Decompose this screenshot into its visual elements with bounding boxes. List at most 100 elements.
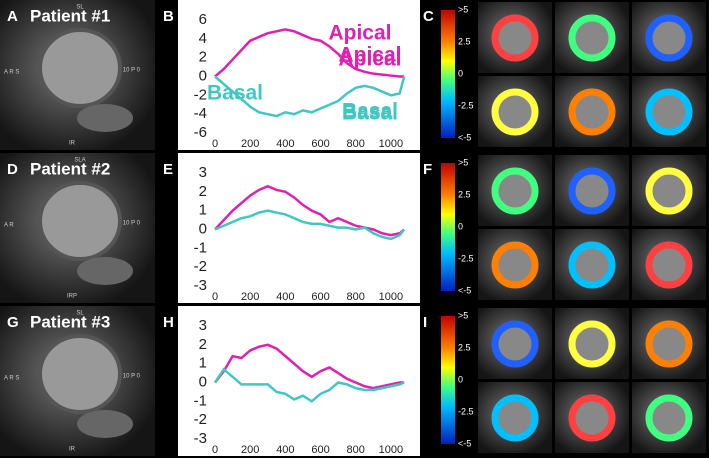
panel-letter: C <box>423 8 434 25</box>
colorbar-label: >5 <box>458 310 468 320</box>
patient-label: Patient #1 <box>30 6 110 25</box>
chart-background <box>178 306 420 456</box>
patient-label: Patient #2 <box>30 159 110 178</box>
x-tick-label: 0 <box>212 291 218 303</box>
colorbar-label: 0 <box>458 221 463 231</box>
series-label: Apical <box>338 44 401 67</box>
series-line <box>214 28 405 78</box>
scan-label: A R <box>4 223 14 229</box>
panel-letter: G <box>7 314 19 331</box>
strain-ring <box>645 394 693 442</box>
colorbar <box>441 10 455 138</box>
series-label: Basal <box>207 82 263 105</box>
strain-ring <box>491 14 539 62</box>
strain-ring <box>645 320 693 368</box>
x-tick-label: 400 <box>276 291 294 303</box>
strain-ring <box>491 167 539 215</box>
heart <box>38 28 122 108</box>
x-tick-label: 400 <box>276 444 294 456</box>
y-tick-label: -4 <box>194 105 207 122</box>
panel-letter: H <box>163 314 174 331</box>
x-tick-label: 200 <box>241 444 259 456</box>
scan-label: IR <box>69 141 76 147</box>
strain-ring <box>568 167 616 215</box>
colorbar-label: <-5 <box>458 438 471 448</box>
x-tick-label: 0 <box>212 138 218 150</box>
strain-ring <box>645 241 693 289</box>
scan-label: 10 P 0 <box>123 221 141 227</box>
y-tick-label: -2 <box>194 86 207 103</box>
series-line <box>213 367 405 403</box>
x-tick-label: 1000 <box>379 444 403 456</box>
strain-ring <box>491 241 539 289</box>
heart <box>38 181 122 261</box>
panel-letter: B <box>163 8 174 25</box>
scan-label: 10 P 0 <box>123 68 141 74</box>
y-tick-label: 6 <box>199 11 207 28</box>
y-tick-label: 2 <box>199 183 207 200</box>
colorbar <box>441 316 455 444</box>
scan-label: SL <box>76 5 84 11</box>
colorbar-label: <-5 <box>458 132 471 142</box>
y-tick-label: 1 <box>199 202 207 219</box>
colorbar-label: >5 <box>458 4 468 14</box>
strain-ring <box>491 88 539 136</box>
panel-letter: F <box>423 161 432 178</box>
colorbar-label: 2.5 <box>458 36 471 46</box>
strain-ring <box>645 167 693 215</box>
colorbar-label: -2.5 <box>458 100 474 110</box>
scan-label: A R S <box>4 70 19 76</box>
y-tick-label: -1 <box>194 239 207 256</box>
ventricle <box>77 104 133 132</box>
colorbar-label: -2.5 <box>458 253 474 263</box>
panel-letter: I <box>423 314 427 331</box>
y-tick-label: -3 <box>194 277 207 294</box>
y-tick-label: 4 <box>199 30 207 47</box>
y-tick-label: -1 <box>194 392 207 409</box>
colorbar-label: <-5 <box>458 285 471 295</box>
x-tick-label: 1000 <box>379 138 403 150</box>
colorbar-label: 2.5 <box>458 189 471 199</box>
ventricle <box>77 410 133 438</box>
strain-ring <box>491 320 539 368</box>
scan-label: IRP <box>67 294 77 300</box>
y-tick-label: -2 <box>194 411 207 428</box>
y-tick-label: 3 <box>199 317 207 334</box>
y-tick-label: -2 <box>194 258 207 275</box>
colorbar-label: 0 <box>458 68 463 78</box>
chart-background <box>178 153 420 303</box>
scan-label: A R S <box>4 376 19 382</box>
strain-ring <box>645 14 693 62</box>
ventricle <box>77 257 133 285</box>
x-tick-label: 200 <box>241 291 259 303</box>
x-tick-label: 1000 <box>379 291 403 303</box>
x-tick-label: 400 <box>276 138 294 150</box>
x-tick-label: 800 <box>347 444 365 456</box>
panel-letter: A <box>7 8 18 25</box>
y-tick-label: 0 <box>199 220 207 237</box>
strain-ring <box>645 88 693 136</box>
colorbar-label: -2.5 <box>458 406 474 416</box>
y-tick-label: 0 <box>199 67 207 84</box>
strain-ring <box>568 14 616 62</box>
y-tick-label: -6 <box>194 124 207 141</box>
series-line <box>214 75 406 118</box>
y-tick-label: -3 <box>194 430 207 447</box>
y-tick-label: 3 <box>199 164 207 181</box>
y-tick-label: 2 <box>199 336 207 353</box>
colorbar-label: 2.5 <box>458 342 471 352</box>
x-tick-label: 200 <box>241 138 259 150</box>
strain-ring <box>568 241 616 289</box>
x-tick-label: 600 <box>311 291 329 303</box>
series-label: Apical <box>338 48 401 71</box>
colorbar-label: >5 <box>458 157 468 167</box>
strain-ring <box>568 88 616 136</box>
strain-ring <box>568 394 616 442</box>
x-tick-label: 600 <box>311 444 329 456</box>
scan-label: IR <box>69 447 76 453</box>
colorbar-label: 0 <box>458 374 463 384</box>
series-line <box>214 184 405 237</box>
x-tick-label: 600 <box>311 138 329 150</box>
scan-label: SL <box>76 311 84 317</box>
